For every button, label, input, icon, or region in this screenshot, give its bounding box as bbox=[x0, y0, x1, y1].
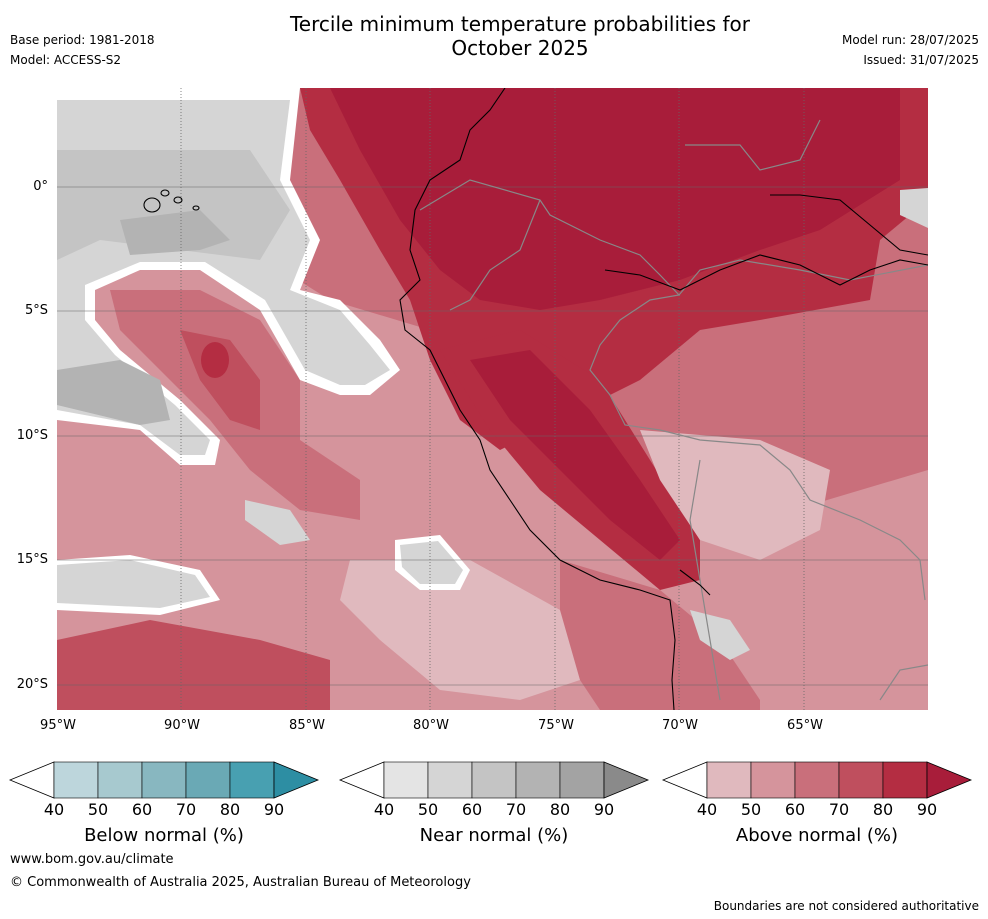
region-near-60-north bbox=[57, 150, 290, 260]
colorbar-near-segment-1 bbox=[383, 761, 429, 799]
colorbar-above-segment-2 bbox=[750, 761, 796, 799]
colorbar-above-segment-3 bbox=[794, 761, 840, 799]
issued-date: Issued: 31/07/2025 bbox=[863, 53, 979, 67]
lat-label-15s: 15°S bbox=[16, 552, 48, 567]
website-link[interactable]: www.bom.gov.au/climate bbox=[10, 852, 174, 867]
colorbar-near-left-arrow bbox=[338, 761, 385, 799]
lon-label-70w: 70°W bbox=[662, 718, 698, 733]
amazon-river bbox=[604, 254, 928, 291]
lat-label-0: 0° bbox=[33, 179, 48, 194]
colorbar-above-label: Above normal (%) bbox=[735, 825, 899, 846]
colorbar-below-segment-3 bbox=[141, 761, 187, 799]
colorbar-above-tick-70: 70 bbox=[828, 800, 850, 819]
colorbar-below-segment-2 bbox=[97, 761, 143, 799]
colorbar-below-tick-60: 60 bbox=[131, 800, 153, 819]
lon-label-90w: 90°W bbox=[164, 718, 200, 733]
colorbar-near-tick-90: 90 bbox=[593, 800, 615, 819]
colorbar-near-tick-60: 60 bbox=[461, 800, 483, 819]
colorbar-above-tick-60: 60 bbox=[784, 800, 806, 819]
colorbar-above-segment-1 bbox=[706, 761, 752, 799]
colorbar-below-tick-70: 70 bbox=[175, 800, 197, 819]
colorbar-near-segment-3 bbox=[471, 761, 517, 799]
lake-titicaca bbox=[679, 569, 711, 596]
meta-left: Base period: 1981-2018 Model: ACCESS-S2 bbox=[10, 30, 155, 70]
region-above-40-offshore-south bbox=[340, 560, 580, 700]
region-above-40-altiplano bbox=[640, 430, 830, 560]
colorbar-below-left-arrow bbox=[8, 761, 55, 799]
region-near-70-north bbox=[120, 210, 230, 255]
lat-label-5s: 5°S bbox=[24, 303, 48, 318]
region-near-50-small bbox=[245, 500, 310, 545]
negro-river bbox=[770, 194, 928, 256]
colorbar-near-segment-5 bbox=[559, 761, 605, 799]
pacific-coast bbox=[399, 88, 676, 710]
colorbar-above-segment-4 bbox=[838, 761, 884, 799]
chart-title: Tercile minimum temperature probabilitie… bbox=[0, 12, 988, 60]
coastline bbox=[143, 88, 928, 710]
copyright-notice: © Commonwealth of Australia 2025, Austra… bbox=[10, 875, 471, 890]
model-name: Model: ACCESS-S2 bbox=[10, 53, 122, 67]
colorbar-below-tick-50: 50 bbox=[87, 800, 109, 819]
colorbar-above-segment-5 bbox=[882, 761, 928, 799]
region-above-70-offshore bbox=[180, 330, 260, 430]
region-above-90-coast bbox=[470, 350, 680, 560]
region-near-50-offshore bbox=[400, 541, 463, 584]
colorbar-near-tick-40: 40 bbox=[373, 800, 395, 819]
colorbar-above-right-arrow bbox=[926, 761, 973, 799]
colorbar-near-right-arrow bbox=[603, 761, 650, 799]
galapagos-san-cristobal bbox=[192, 205, 200, 211]
colorbar-above-left-arrow bbox=[661, 761, 708, 799]
region-above-60-south bbox=[560, 560, 760, 710]
base-period: Base period: 1981-2018 bbox=[10, 33, 155, 47]
colorbar-below-label: Below normal (%) bbox=[84, 825, 244, 846]
region-above-80-offshore bbox=[201, 342, 229, 378]
colorbar-near-tick-50: 50 bbox=[417, 800, 439, 819]
meta-right: Model run: 28/07/2025 Issued: 31/07/2025 bbox=[842, 30, 979, 70]
boundary-disclaimer: Boundaries are not considered authoritat… bbox=[713, 899, 979, 913]
colorbars bbox=[8, 761, 973, 799]
lon-label-65w: 65°W bbox=[787, 718, 823, 733]
lon-label-95w: 95°W bbox=[40, 718, 76, 733]
colorbar-above-tick-50: 50 bbox=[740, 800, 762, 819]
region-near-50-south bbox=[57, 560, 210, 608]
lat-label-20s: 20°S bbox=[16, 677, 48, 692]
colorbar-near-label: Near normal (%) bbox=[419, 825, 569, 846]
colorbar-above-tick-90: 90 bbox=[916, 800, 938, 819]
colorbar-below-right-arrow bbox=[273, 761, 320, 799]
colorbar-below-tick-40: 40 bbox=[43, 800, 65, 819]
region-above-90-core bbox=[330, 88, 900, 310]
galapagos-santa-cruz bbox=[173, 196, 183, 204]
title-line-1: Tercile minimum temperature probabilitie… bbox=[289, 12, 751, 36]
lon-label-75w: 75°W bbox=[538, 718, 574, 733]
colorbar-below-segment-5 bbox=[229, 761, 275, 799]
region-above-70-southwest bbox=[57, 620, 330, 710]
lon-label-80w: 80°W bbox=[413, 718, 449, 733]
colorbar-near-tick-80: 80 bbox=[549, 800, 571, 819]
lon-label-85w: 85°W bbox=[289, 718, 325, 733]
map-fill-layer bbox=[57, 88, 928, 710]
region-near-70-west bbox=[57, 360, 170, 425]
colorbar-below-segment-4 bbox=[185, 761, 231, 799]
colorbar-below-segment-1 bbox=[53, 761, 99, 799]
colorbar-above-tick-80: 80 bbox=[872, 800, 894, 819]
title-line-2: October 2025 bbox=[451, 36, 589, 60]
colorbar-below-tick-90: 90 bbox=[263, 800, 285, 819]
region-near-50-east bbox=[900, 188, 928, 228]
model-run: Model run: 28/07/2025 bbox=[841, 33, 979, 47]
colorbar-near-segment-2 bbox=[427, 761, 473, 799]
colorbar-near-segment-4 bbox=[515, 761, 561, 799]
region-near-50-titicaca bbox=[690, 610, 750, 660]
galapagos-santiago bbox=[160, 189, 170, 197]
colorbar-below-tick-80: 80 bbox=[219, 800, 241, 819]
country-borders bbox=[419, 119, 928, 701]
lat-label-10s: 10°S bbox=[16, 428, 48, 443]
colorbar-above-tick-40: 40 bbox=[696, 800, 718, 819]
galapagos-isabela bbox=[143, 197, 161, 213]
colorbar-near-tick-70: 70 bbox=[505, 800, 527, 819]
